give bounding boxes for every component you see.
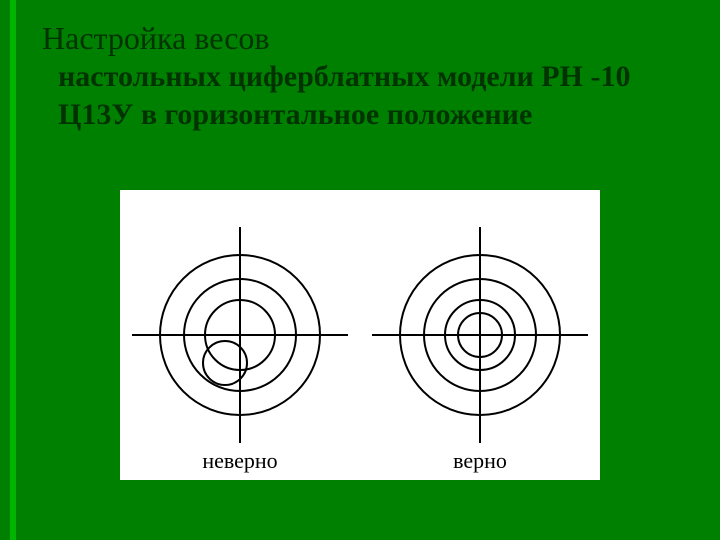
left-accent-bar xyxy=(10,0,16,540)
bubble-diagram-correct xyxy=(360,190,600,480)
slide-title: Настройка весов настольных циферблатных … xyxy=(42,18,690,133)
caption-correct: верно xyxy=(360,448,600,474)
panel-incorrect: неверно xyxy=(120,190,360,480)
panel-correct: верно xyxy=(360,190,600,480)
slide: Настройка весов настольных циферблатных … xyxy=(0,0,720,540)
title-subtitle: настольных циферблатных модели РН -10 Ц1… xyxy=(58,58,690,133)
title-line-1: Настройка весов xyxy=(42,18,690,58)
level-bubble-figure: неверно верно xyxy=(120,190,600,480)
caption-incorrect: неверно xyxy=(120,448,360,474)
bubble-diagram-incorrect xyxy=(120,190,360,480)
